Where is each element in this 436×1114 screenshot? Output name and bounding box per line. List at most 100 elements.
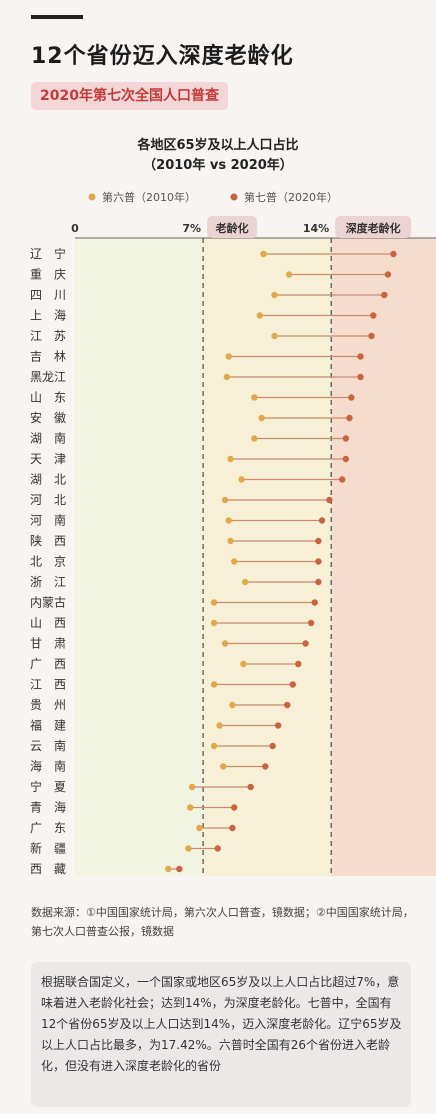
point-2010 [238,476,245,483]
chart-subtitle: （2010年 vs 2020年） [143,158,293,173]
point-2020 [315,537,322,545]
point-2010 [185,845,192,852]
point-2010 [216,722,223,729]
legend-marker [230,193,238,201]
point-2010 [227,455,234,463]
point-2020 [289,681,296,688]
legend-label: 第六普（2010年） [102,190,196,204]
title-accent-bar [31,15,83,19]
province-label: 贵 州 [30,698,66,712]
province-label: 云 南 [30,738,66,753]
point-2020 [315,578,322,586]
province-label: 河 北 [30,493,66,507]
page-title: 12个省份迈入深度老龄化 [31,44,294,69]
point-2010 [260,250,267,258]
point-2010 [251,435,258,442]
province-label: 青 海 [30,800,66,815]
point-2020 [176,865,183,873]
province-label: 福 建 [30,718,66,733]
province-label: 湖 北 [30,472,66,487]
chart-title: 各地区65岁及以上人口占比 [137,138,299,153]
point-2020 [269,742,276,750]
point-2020 [368,332,375,340]
province-label: 天 津 [30,452,66,466]
point-2010 [241,578,249,586]
point-2020 [381,291,388,299]
province-label: 上 海 [30,308,66,323]
point-2020 [342,435,350,442]
province-label: 吉 林 [30,350,66,364]
province-label: 江 西 [30,678,66,692]
point-2010 [221,496,229,504]
province-label: 海 南 [30,759,66,774]
point-2010 [271,291,278,299]
legend-label: 第七普（2020年） [244,190,338,204]
x-tick-label: 14% [303,222,329,235]
point-2010 [227,537,234,545]
zone-label: 老龄化 [215,221,249,235]
point-2010 [187,804,194,811]
province-label: 陕 西 [30,533,66,548]
point-2020 [370,312,377,319]
data-source: 数据来源：①中国国家统计局，第六次人口普查，镜数据；②中国国家统计局，第七次人口… [31,906,414,938]
point-2020 [302,640,309,647]
point-2020 [357,373,364,381]
province-label: 河 南 [30,513,66,528]
zone-band [331,238,436,876]
province-label: 黑龙江 [30,370,66,384]
point-2020 [315,558,322,565]
zone-label-badge [335,216,412,238]
point-2020 [311,599,318,606]
point-2020 [346,414,353,422]
point-2010 [225,353,232,360]
zone-label: 深度老龄化 [346,221,401,235]
province-label: 北 京 [30,555,66,569]
point-2010 [221,640,229,647]
point-2010 [258,414,265,422]
point-2020 [307,619,315,627]
province-label: 山 东 [30,391,66,405]
point-2010 [256,312,264,319]
point-2020 [231,804,238,811]
point-2020 [348,394,355,401]
point-2010 [210,681,218,688]
point-2010 [225,517,232,524]
point-2020 [229,824,236,832]
point-2010 [251,394,258,401]
point-2010 [271,332,278,340]
province-label: 甘 肃 [30,637,66,651]
point-2010 [210,742,218,750]
point-2010 [188,783,196,791]
point-2010 [165,865,172,873]
province-label: 山 西 [30,616,66,630]
point-2020 [384,271,392,278]
point-2020 [390,250,397,258]
x-tick-label: 7% [182,222,201,235]
province-label: 四 川 [30,288,66,302]
point-2010 [231,558,238,565]
point-2010 [285,271,293,278]
point-2020 [326,496,333,504]
province-label: 重 庆 [30,268,66,282]
province-label: 湖 南 [30,431,66,446]
subtitle-badge: 2020年第七次全国人口普查 [31,82,228,110]
point-2010 [223,373,231,381]
province-label: 宁 夏 [30,779,66,794]
province-label: 广 东 [30,821,66,835]
point-2010 [196,824,203,832]
province-label: 浙 江 [30,575,66,589]
province-label: 西 藏 [30,862,66,876]
point-2020 [318,517,326,524]
province-label: 辽 宁 [30,246,66,261]
zone-normal [75,238,204,876]
explanation-note: 根据联合国定义，一个国家或地区65岁及以上人口占比超过7%，意味着进入老龄化社会… [31,962,411,1107]
province-label: 新 疆 [30,841,66,856]
point-2020 [247,783,254,791]
point-2010 [210,619,218,627]
x-tick-label: 0 [71,222,79,235]
province-label: 广 西 [30,657,66,671]
zone-label-badge [207,216,258,238]
point-2020 [295,660,302,668]
province-label: 内蒙古 [30,595,66,610]
